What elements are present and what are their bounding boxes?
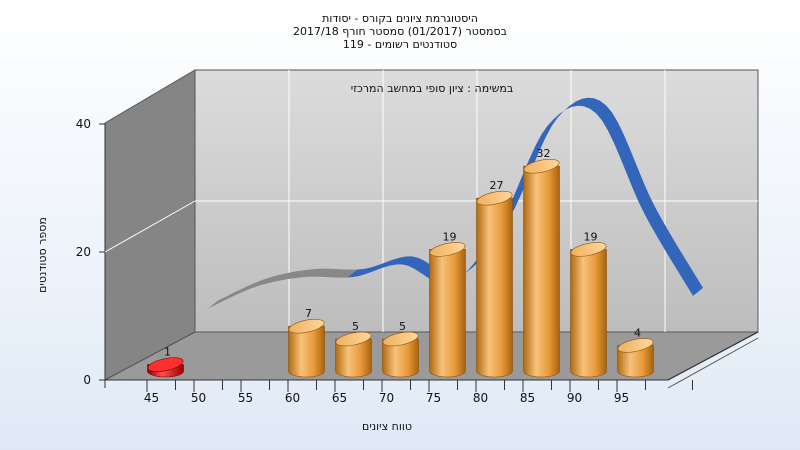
bar-body	[288, 325, 325, 378]
x-tick-label: 55	[238, 391, 253, 405]
bar-body	[382, 338, 419, 378]
bar-value-label: 32	[537, 147, 551, 160]
bar	[147, 357, 184, 378]
x-tick-label: 75	[426, 391, 441, 405]
x-tick-label: 70	[379, 391, 394, 405]
chart-title-line-1: היסטוגרמת ציונים בקורס - יסודות	[322, 12, 478, 25]
left-wall	[104, 69, 196, 381]
x-tick-label: 85	[520, 391, 535, 405]
y-tick-label: 20	[76, 245, 91, 259]
x-tick-label: 80	[473, 391, 488, 405]
bar-labels: 1 7 5 5 19 27 32 19 4	[164, 147, 641, 358]
bar-top	[429, 242, 466, 257]
bar	[335, 331, 372, 378]
bar-top	[476, 190, 513, 206]
bars	[147, 158, 654, 378]
bar-body	[335, 338, 372, 378]
bar-value-label: 1	[164, 346, 171, 359]
bar-top	[523, 158, 560, 174]
y-tick-label: 40	[76, 117, 91, 131]
y-axis-ticks: 0 20 40	[76, 117, 105, 387]
chart-title: היסטוגרמת ציונים בקורס - יסודות בסמסטר (…	[293, 12, 507, 51]
chart-title-line-3: סטודנטים רשומים - 119	[343, 38, 457, 51]
x-tick-label: 90	[567, 391, 582, 405]
bar-value-label: 4	[634, 326, 641, 339]
bar	[382, 331, 419, 378]
y-tick-label: 0	[83, 373, 91, 387]
floor-right-depth-edge	[667, 337, 759, 389]
bar-top	[288, 318, 325, 334]
bar-body	[476, 197, 513, 378]
bar-body	[570, 249, 607, 378]
bar-value-label: 5	[399, 320, 406, 333]
bar-body	[617, 345, 654, 378]
x-tick-label: 60	[285, 391, 300, 405]
x-tick-label: 95	[614, 391, 629, 405]
bar	[570, 242, 607, 378]
bar-top	[617, 338, 654, 353]
bar-top	[335, 331, 372, 347]
bar-top	[147, 357, 184, 372]
bar-value-label: 27	[490, 179, 504, 192]
plot-annotation: במשימה : ציון סופי במחשב המרכזי	[351, 82, 514, 95]
bar	[476, 190, 513, 378]
grid-line-wall	[104, 200, 196, 253]
x-axis-ticks: 45 50 55 60 65 70 75 80 85 90 95	[144, 380, 693, 405]
bar-top	[570, 242, 607, 257]
chart-title-line-2: בסמסטר (01/2017) סמסטר חורף 2017/18	[293, 25, 507, 38]
bar	[429, 242, 466, 378]
bar	[288, 318, 325, 378]
bar-value-label: 19	[584, 230, 598, 243]
bar-value-label: 19	[443, 230, 457, 243]
bar-body	[523, 165, 560, 378]
bar-body	[429, 249, 466, 378]
x-tick-label: 65	[332, 391, 347, 405]
y-axis-label: מספר סטודנטים	[36, 217, 49, 293]
bar-value-label: 5	[352, 320, 359, 333]
bar	[523, 158, 560, 378]
bar-value-label: 7	[305, 307, 312, 320]
x-tick-label: 45	[144, 391, 159, 405]
floor-right-edge	[667, 331, 759, 381]
bar-top	[382, 331, 419, 347]
series-curve	[208, 97, 703, 309]
bar	[617, 338, 654, 378]
x-tick-label: 50	[191, 391, 206, 405]
series-curve-faded	[208, 268, 358, 309]
x-axis-label: טווח ציונים	[362, 420, 412, 433]
